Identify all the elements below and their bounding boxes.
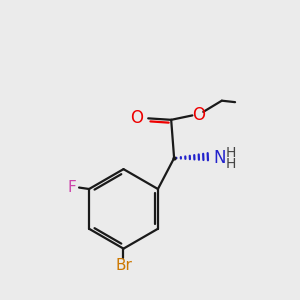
Text: H: H: [226, 157, 236, 171]
Text: F: F: [68, 180, 77, 195]
Text: N: N: [213, 149, 226, 167]
Text: O: O: [130, 109, 143, 127]
Text: H: H: [226, 146, 236, 160]
Text: O: O: [192, 106, 205, 124]
Text: Br: Br: [115, 258, 132, 273]
